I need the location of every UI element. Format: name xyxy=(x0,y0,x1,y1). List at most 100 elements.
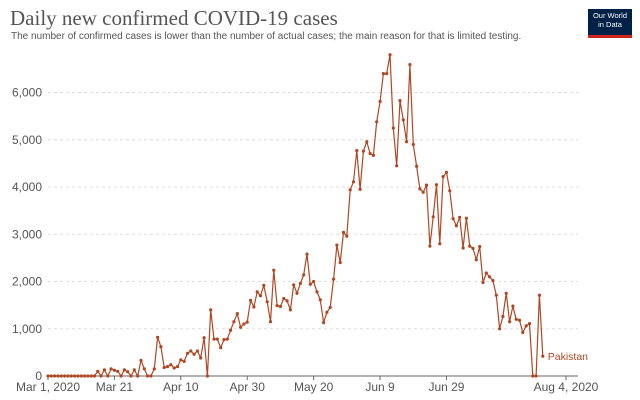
data-point[interactable] xyxy=(355,149,359,153)
data-point[interactable] xyxy=(63,374,67,378)
data-point[interactable] xyxy=(395,164,399,168)
data-point[interactable] xyxy=(335,243,339,247)
data-point[interactable] xyxy=(112,368,116,372)
data-point[interactable] xyxy=(219,346,223,350)
data-point[interactable] xyxy=(537,293,542,297)
data-point[interactable] xyxy=(258,294,263,298)
data-point[interactable] xyxy=(295,291,299,295)
data-point[interactable] xyxy=(215,337,219,341)
data-point[interactable] xyxy=(49,374,53,378)
data-point[interactable] xyxy=(132,368,136,372)
data-point[interactable] xyxy=(421,190,425,194)
data-point[interactable] xyxy=(358,187,362,191)
data-point[interactable] xyxy=(116,369,120,373)
data-point[interactable] xyxy=(56,374,60,378)
data-point[interactable] xyxy=(411,142,415,147)
data-point[interactable] xyxy=(73,374,77,378)
data-point[interactable] xyxy=(481,280,485,285)
data-point[interactable] xyxy=(272,268,276,272)
series-line-pakistan[interactable] xyxy=(48,54,544,377)
data-point[interactable] xyxy=(265,300,269,304)
data-point[interactable] xyxy=(149,374,153,378)
data-point[interactable] xyxy=(318,298,322,302)
data-point[interactable] xyxy=(365,140,369,144)
data-point[interactable] xyxy=(189,349,193,353)
data-point[interactable] xyxy=(531,374,535,378)
data-point[interactable] xyxy=(106,374,110,378)
data-point[interactable] xyxy=(312,279,316,284)
data-point[interactable] xyxy=(328,305,332,310)
data-point[interactable] xyxy=(348,188,352,192)
data-point[interactable] xyxy=(491,279,495,283)
data-point[interactable] xyxy=(468,244,472,248)
data-point[interactable] xyxy=(381,72,385,76)
data-point[interactable] xyxy=(351,180,356,184)
data-point[interactable] xyxy=(405,140,409,144)
data-point[interactable] xyxy=(252,305,256,309)
data-point[interactable] xyxy=(385,72,389,76)
data-point[interactable] xyxy=(498,327,502,331)
series-pakistan[interactable]: Pakistan xyxy=(46,53,588,378)
data-point[interactable] xyxy=(484,271,488,275)
data-point[interactable] xyxy=(99,374,103,378)
data-point[interactable] xyxy=(182,359,186,363)
data-point[interactable] xyxy=(315,290,319,294)
data-point[interactable] xyxy=(275,304,279,308)
data-point[interactable] xyxy=(541,354,545,358)
data-point[interactable] xyxy=(448,189,452,193)
data-point[interactable] xyxy=(388,53,392,57)
data-point[interactable] xyxy=(527,322,532,326)
data-point[interactable] xyxy=(278,304,282,309)
data-point[interactable] xyxy=(408,63,412,67)
data-point[interactable] xyxy=(46,374,50,378)
data-point[interactable] xyxy=(302,273,306,277)
data-point[interactable] xyxy=(418,187,422,191)
data-point[interactable] xyxy=(521,330,525,335)
data-point[interactable] xyxy=(292,283,296,287)
data-point[interactable] xyxy=(205,374,209,378)
data-point[interactable] xyxy=(185,351,190,355)
data-point[interactable] xyxy=(424,183,429,187)
data-point[interactable] xyxy=(375,120,379,124)
data-point[interactable] xyxy=(229,328,233,332)
data-point[interactable] xyxy=(282,296,286,301)
owid-logo[interactable]: Our World in Data xyxy=(588,9,632,38)
data-point[interactable] xyxy=(508,320,512,324)
data-point[interactable] xyxy=(494,293,498,297)
data-point[interactable] xyxy=(458,215,462,219)
data-point[interactable] xyxy=(454,224,458,228)
data-point[interactable] xyxy=(415,164,419,168)
data-point[interactable] xyxy=(461,246,465,250)
data-point[interactable] xyxy=(175,365,180,369)
data-point[interactable] xyxy=(288,308,292,312)
data-point[interactable] xyxy=(239,325,243,329)
data-point[interactable] xyxy=(341,230,346,234)
data-point[interactable] xyxy=(142,367,146,371)
data-point[interactable] xyxy=(146,374,150,378)
data-point[interactable] xyxy=(444,170,449,174)
data-point[interactable] xyxy=(139,358,143,362)
data-point[interactable] xyxy=(398,99,402,103)
data-point[interactable] xyxy=(451,217,455,221)
data-point[interactable] xyxy=(524,324,528,328)
data-point[interactable] xyxy=(255,290,259,294)
data-point[interactable] xyxy=(262,283,266,287)
data-point[interactable] xyxy=(212,337,216,341)
data-point[interactable] xyxy=(438,242,442,246)
data-point[interactable] xyxy=(232,320,236,324)
data-point[interactable] xyxy=(478,244,482,249)
data-point[interactable] xyxy=(242,322,246,326)
data-point[interactable] xyxy=(361,149,365,153)
data-point[interactable] xyxy=(165,365,170,369)
data-point[interactable] xyxy=(245,320,249,324)
data-point[interactable] xyxy=(517,318,522,322)
data-point[interactable] xyxy=(79,374,83,378)
data-point[interactable] xyxy=(298,281,302,285)
data-point[interactable] xyxy=(474,258,478,262)
data-point[interactable] xyxy=(235,312,239,316)
data-point[interactable] xyxy=(159,345,163,349)
data-point[interactable] xyxy=(441,175,445,179)
data-point[interactable] xyxy=(209,308,213,312)
data-point[interactable] xyxy=(172,366,176,370)
data-point[interactable] xyxy=(488,275,492,279)
